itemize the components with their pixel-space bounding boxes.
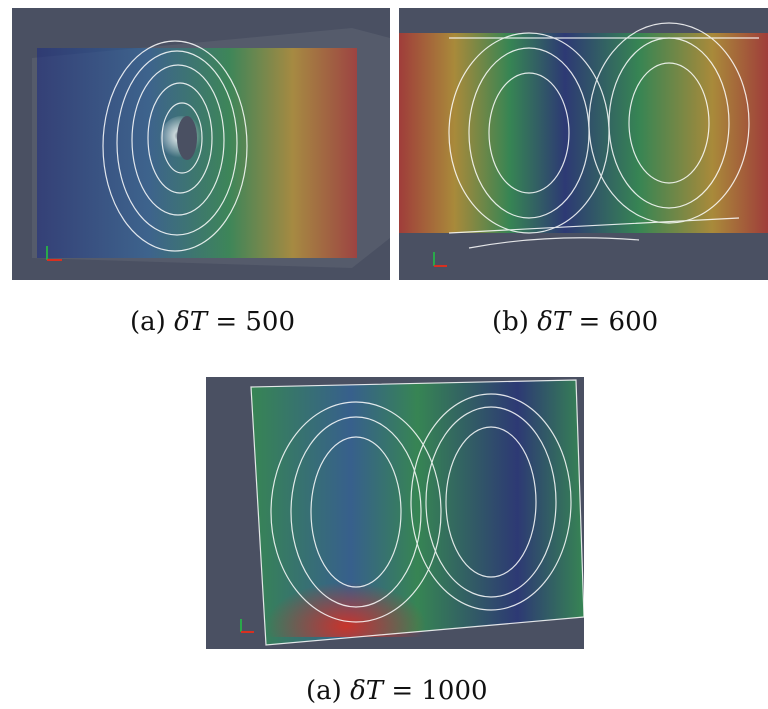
caption-tag: (b)	[492, 307, 529, 337]
caption-value: 600	[608, 307, 659, 337]
velocity-glyph-field	[399, 33, 768, 233]
caption-tag: (a)	[306, 676, 342, 706]
flow-image-c	[206, 377, 584, 649]
caption-equals: =	[215, 307, 238, 337]
streamlines	[250, 379, 584, 646]
axis-triad	[433, 252, 447, 267]
flow-render-b	[399, 22, 768, 267]
caption-equals: =	[391, 676, 414, 706]
streamlines	[448, 22, 759, 249]
caption-a: (a) δT = 500	[130, 306, 295, 338]
caption-tag: (a)	[130, 307, 166, 337]
caption-value: 1000	[421, 676, 488, 706]
flow-render-a	[32, 28, 390, 268]
flow-render-c	[240, 379, 584, 646]
caption-symbol: δT	[174, 307, 208, 337]
flow-image-b	[399, 8, 768, 280]
caption-b: (b) δT = 600	[492, 306, 658, 338]
caption-symbol: δT	[350, 676, 384, 706]
flow-image-a	[12, 8, 390, 280]
caption-value: 500	[245, 307, 296, 337]
caption-equals: =	[578, 307, 601, 337]
axis-triad	[240, 619, 254, 633]
caption-symbol: δT	[537, 307, 571, 337]
caption-c: (a) δT = 1000	[306, 675, 488, 707]
